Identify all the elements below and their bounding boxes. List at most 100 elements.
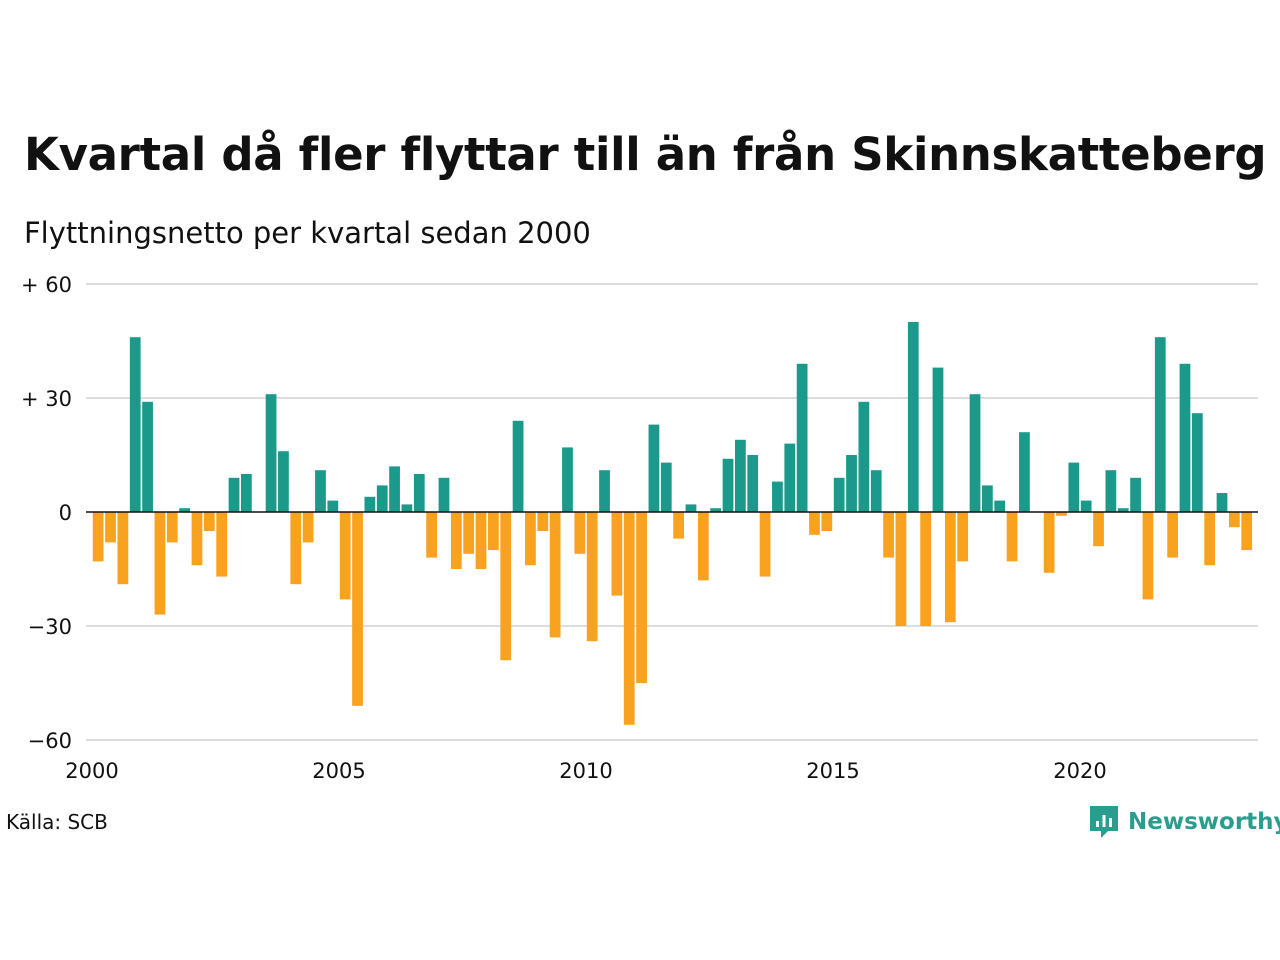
- bar: [376, 485, 388, 512]
- bar: [537, 512, 549, 531]
- bar: [772, 481, 783, 512]
- y-tick-label: −60: [28, 729, 72, 753]
- bar: [809, 512, 820, 535]
- bar: [488, 512, 499, 550]
- x-tick-label: 2015: [806, 759, 859, 783]
- x-tick-label: 2020: [1053, 759, 1106, 783]
- bar: [747, 455, 759, 512]
- y-tick-label: + 60: [21, 273, 72, 297]
- bar: [846, 455, 857, 512]
- y-tick-label: 0: [59, 501, 72, 525]
- bar: [1142, 512, 1154, 600]
- bar: [117, 512, 129, 585]
- bar: [500, 512, 512, 661]
- bar: [364, 496, 376, 512]
- bar: [1117, 508, 1129, 512]
- brand-logo: Newsworthy: [1088, 804, 1280, 840]
- bar: [1080, 500, 1092, 512]
- bar: [982, 485, 993, 512]
- bar: [1154, 337, 1166, 512]
- bar: [339, 512, 351, 600]
- y-tick-labels: + 60 + 30 0 −30 −60: [21, 273, 72, 753]
- bars: [92, 322, 1253, 725]
- bar: [1191, 413, 1203, 512]
- bar: [673, 512, 684, 539]
- bar: [327, 500, 339, 512]
- newsworthy-logo-icon: [1090, 806, 1118, 838]
- bar: [994, 500, 1006, 512]
- bar: [129, 337, 141, 512]
- bar: [1093, 512, 1104, 547]
- bar: [1068, 462, 1080, 512]
- bar: [759, 512, 771, 577]
- bar: [426, 512, 437, 558]
- bar: [1105, 470, 1117, 512]
- bar: [525, 512, 536, 566]
- bar: [203, 512, 215, 531]
- bar: [833, 477, 845, 512]
- bar: [611, 512, 623, 596]
- brand-name: Newsworthy: [1128, 809, 1280, 835]
- bar: [722, 458, 734, 512]
- chart-subtitle: Flyttningsnetto per kvartal sedan 2000: [24, 216, 591, 250]
- bar: [883, 512, 894, 558]
- bar: [1216, 493, 1228, 512]
- y-tick-label: −30: [28, 615, 72, 639]
- bar: [1043, 512, 1055, 573]
- bar: [401, 504, 413, 512]
- bar: [1241, 512, 1253, 550]
- y-tick-label: + 30: [21, 387, 72, 411]
- x-tick-label: 2000: [65, 759, 118, 783]
- bar: [549, 512, 561, 638]
- x-tick-labels: 2000 2005 2010 2015 2020: [65, 759, 1106, 783]
- bar: [413, 474, 425, 512]
- bar: [710, 508, 722, 512]
- bar: [599, 470, 610, 512]
- bar: [944, 512, 956, 623]
- bar: [858, 401, 870, 512]
- bar: [1019, 432, 1030, 512]
- bar: [265, 394, 277, 512]
- bar: [450, 512, 462, 569]
- bar: [1006, 512, 1018, 562]
- bar: [735, 439, 746, 512]
- bar: [648, 424, 660, 512]
- bar: [290, 512, 302, 585]
- bar: [685, 504, 697, 512]
- bar: [1204, 512, 1216, 566]
- chart-title: Kvartal då fler flyttar till än från Ski…: [24, 128, 1267, 181]
- bar: [870, 470, 882, 512]
- bar: [142, 401, 153, 512]
- x-tick-label: 2010: [559, 759, 612, 783]
- bar: [315, 470, 326, 512]
- bar: [660, 462, 672, 512]
- bar: [92, 512, 104, 562]
- source-label: Källa: SCB: [6, 810, 108, 834]
- bar: [1167, 512, 1178, 558]
- bar: [166, 512, 178, 543]
- bar: [636, 512, 647, 683]
- bar: [784, 443, 796, 512]
- bar: [228, 477, 240, 512]
- bar: [438, 477, 450, 512]
- bar: [920, 512, 931, 626]
- bar: [191, 512, 203, 566]
- bar: [1179, 363, 1191, 512]
- bar: [623, 512, 635, 725]
- bar: [574, 512, 586, 554]
- bar: [475, 512, 487, 569]
- bar: [969, 394, 981, 512]
- bar: [932, 367, 944, 512]
- bar: [389, 466, 400, 512]
- bar: [241, 474, 252, 512]
- bar-chart: + 60 + 30 0 −30 −60 2000 2005 2010 2015 2020: [21, 273, 1258, 783]
- bar: [463, 512, 475, 554]
- bar: [105, 512, 116, 543]
- bar: [216, 512, 228, 577]
- bar: [1229, 512, 1240, 528]
- bar: [1056, 512, 1067, 516]
- bar: [586, 512, 598, 642]
- bar: [957, 512, 969, 562]
- bar: [512, 420, 524, 512]
- bar: [154, 512, 166, 615]
